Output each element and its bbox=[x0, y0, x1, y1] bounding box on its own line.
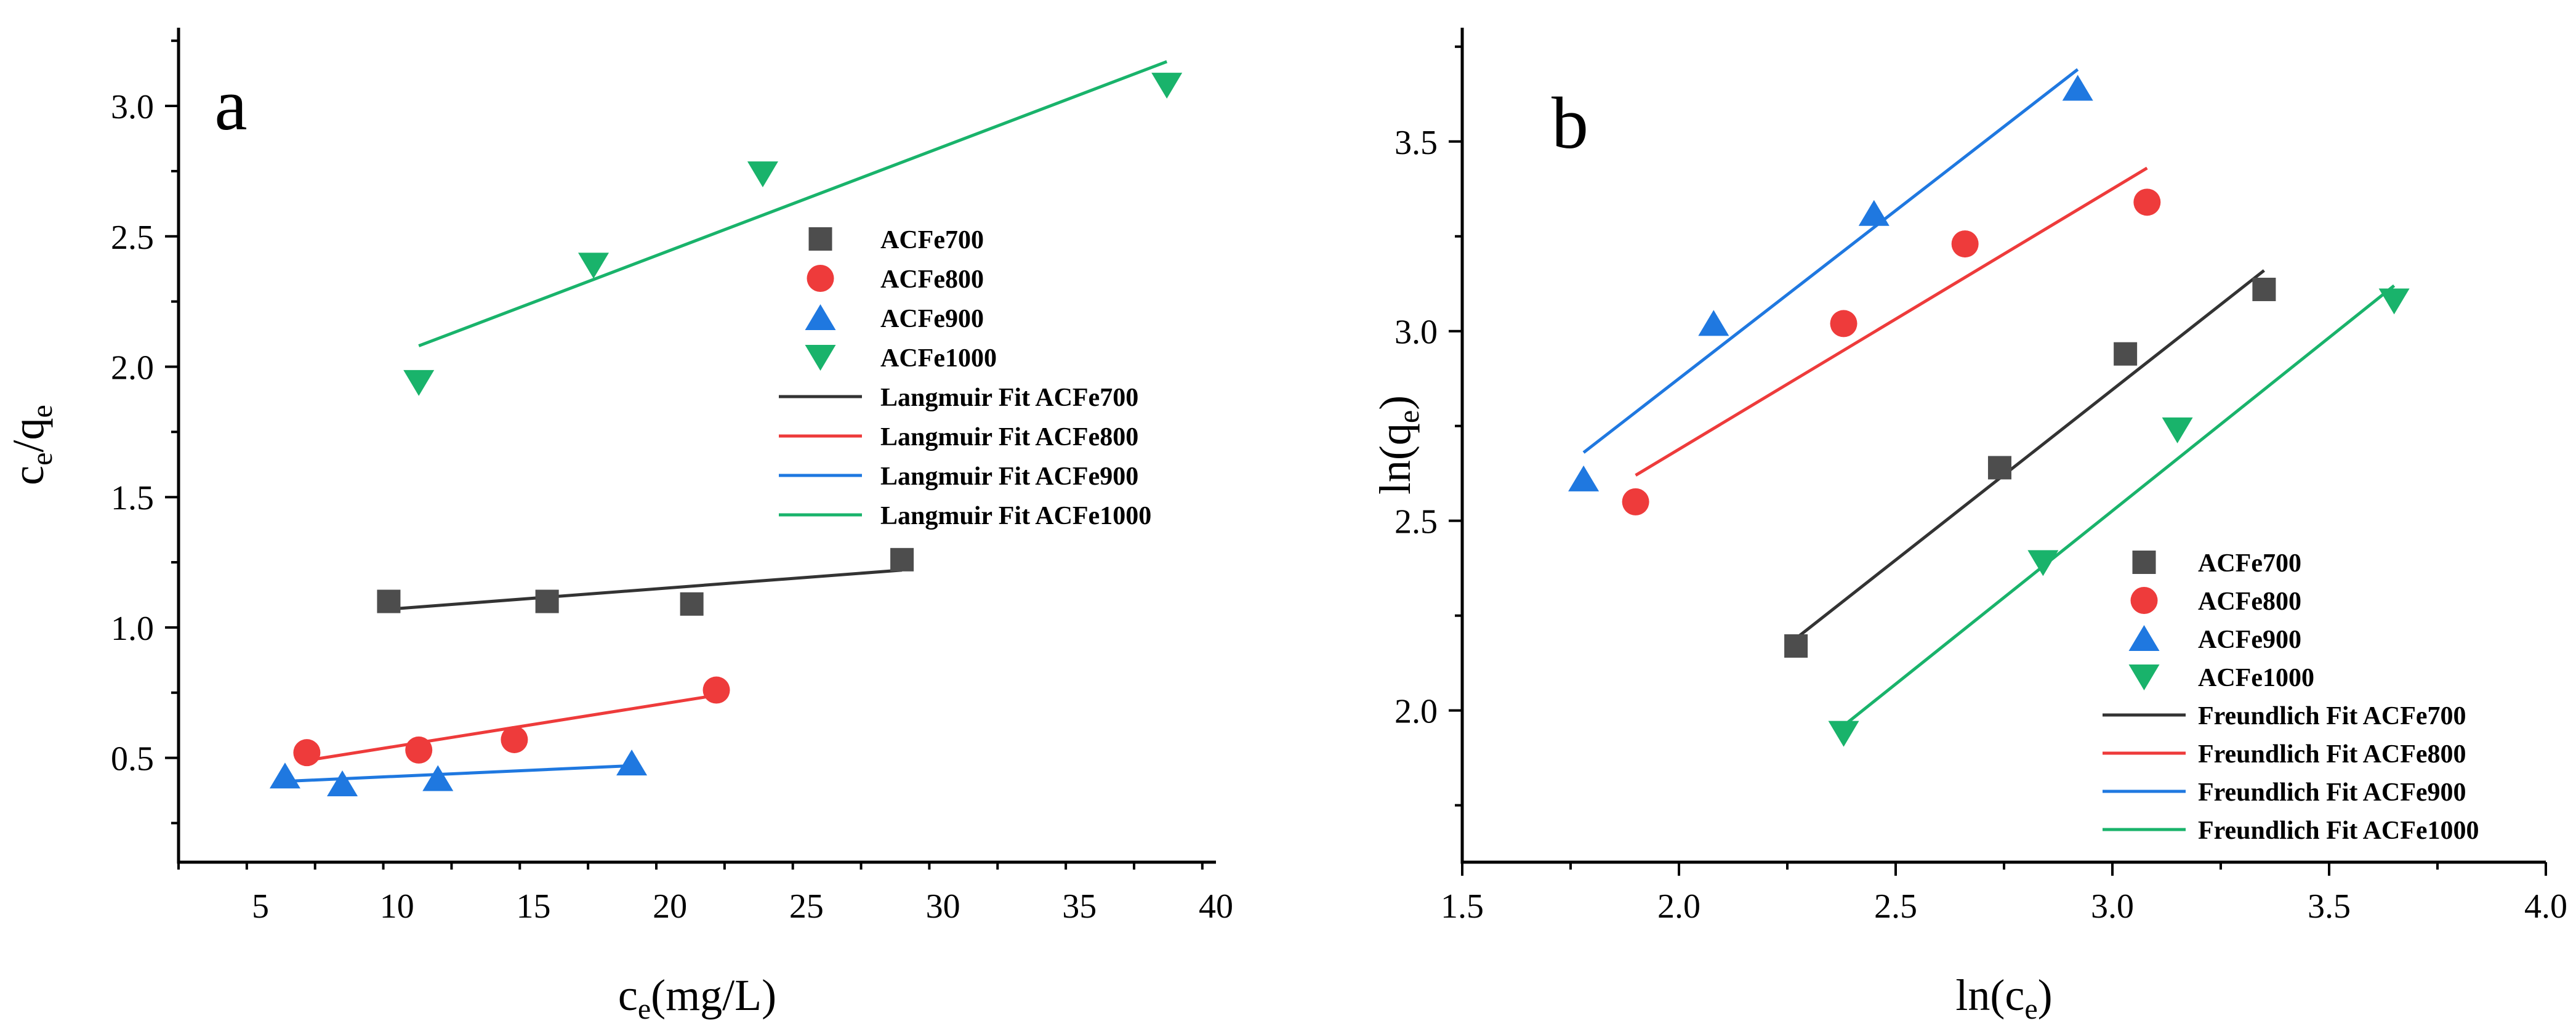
panel-a-data-point bbox=[702, 676, 730, 704]
panel-b-legend-label: Freundlich Fit ACFe800 bbox=[2198, 740, 2466, 769]
panel-a-legend-label: Langmuir Fit ACFe700 bbox=[880, 384, 1138, 412]
panel-a-legend-label: Langmuir Fit ACFe1000 bbox=[880, 502, 1151, 530]
panel-b-data-point bbox=[1858, 200, 1890, 226]
panel-a-legend-marker bbox=[805, 304, 836, 330]
panel-b-data-point bbox=[2252, 277, 2276, 301]
panel-b-data-point bbox=[2114, 342, 2138, 366]
panel-b-legend-label: Freundlich Fit ACFe700 bbox=[2198, 702, 2466, 730]
panel-b-legend-marker bbox=[2128, 664, 2160, 690]
panel-b-label: b bbox=[1552, 82, 1588, 164]
panel-b-data-point bbox=[1830, 310, 1858, 337]
panel-a-y-tick-label: 2.0 bbox=[111, 349, 154, 387]
panel-a-legend-label: ACFe1000 bbox=[880, 344, 997, 373]
panel-a-x-tick-label: 25 bbox=[789, 887, 824, 926]
panel-a-y-tick-label: 0.5 bbox=[111, 740, 154, 778]
panel-a-x-tick-label: 35 bbox=[1062, 887, 1097, 926]
panel-b-legend-label: Freundlich Fit ACFe900 bbox=[2198, 778, 2466, 807]
panel-b-x-tick-label: 1.5 bbox=[1441, 887, 1484, 926]
panel-b-legend: ACFe700 ACFe800 ACFe900 ACFe1000 Freundlich … bbox=[2103, 549, 2479, 845]
panel-b-data-point bbox=[2378, 288, 2410, 315]
panel-b-legend-label: Freundlich Fit ACFe1000 bbox=[2198, 817, 2479, 845]
panel-b-fit-line bbox=[1842, 284, 2396, 727]
panel-b-legend-label: ACFe700 bbox=[2198, 549, 2301, 578]
panel-a-data-point bbox=[616, 749, 648, 776]
panel-a-data-point bbox=[535, 589, 559, 613]
panel-a-x-axis-label: ce(mg/L) bbox=[618, 971, 776, 1025]
panel-a-legend-marker bbox=[805, 345, 836, 371]
panel-a-label: a bbox=[214, 63, 247, 145]
panel-b-data-point bbox=[1622, 488, 1649, 515]
panel-b-x-tick-label: 4.0 bbox=[2524, 887, 2567, 926]
panel-b-legend-label: ACFe1000 bbox=[2198, 664, 2314, 692]
panel-a-data-point bbox=[422, 765, 454, 791]
panel-b-data-point bbox=[1951, 230, 1979, 258]
panel-a-x-tick-label: 40 bbox=[1199, 887, 1233, 926]
panel-b-y-tick-label: 3.5 bbox=[1395, 124, 1438, 162]
panel-a-fit-line bbox=[388, 568, 903, 611]
panel-b-axes bbox=[1460, 28, 2546, 864]
panel-a-x-tick-label: 5 bbox=[252, 887, 269, 926]
panel-b-y-axis-label: ln(qe) bbox=[1371, 395, 1425, 495]
panel-a-y-tick-label: 3.0 bbox=[111, 88, 154, 126]
panel-a-legend-label: ACFe900 bbox=[880, 305, 984, 333]
panel-a-data-point bbox=[403, 370, 435, 396]
panel-a-legend-label: Langmuir Fit ACFe900 bbox=[880, 462, 1138, 491]
panel-a-legend-marker bbox=[808, 227, 832, 251]
panel-a-x-tick-label: 10 bbox=[380, 887, 414, 926]
panel-b-fit-line bbox=[1635, 166, 2148, 477]
panel-a-x-tick-label: 15 bbox=[516, 887, 550, 926]
panel-b-y-tick-label: 2.0 bbox=[1395, 693, 1438, 731]
panel-a-data-point bbox=[680, 592, 704, 616]
panel-a-legend-label: Langmuir Fit ACFe800 bbox=[880, 423, 1138, 451]
panel-a: 5 10 15 20 25 30 35 40 0.5 1.0 1.5 2.0 2.5 3.0 ce(mg/L… bbox=[4, 28, 1233, 1025]
panel-a-legend-label: ACFe700 bbox=[880, 226, 984, 254]
panel-b-data-point bbox=[1698, 310, 1729, 336]
panel-b-legend-marker bbox=[2130, 587, 2158, 614]
panel-a-legend-marker bbox=[807, 265, 834, 292]
panel-a-data-point bbox=[890, 547, 914, 572]
panel-b-legend-marker bbox=[2128, 625, 2160, 651]
panel-b-x-tick-label: 3.5 bbox=[2308, 887, 2351, 926]
panel-b-legend-label: ACFe800 bbox=[2198, 588, 2301, 616]
panel-a-data-point bbox=[269, 762, 300, 789]
panel-a-data-point bbox=[327, 770, 358, 796]
panel-b-data-point bbox=[1784, 634, 1808, 658]
panel-b-x-tick-label: 3.0 bbox=[2091, 887, 2134, 926]
panel-b-data-point bbox=[1987, 456, 2011, 480]
panel-a-data-point bbox=[578, 252, 609, 279]
panel-b-fit-line bbox=[1582, 68, 2079, 454]
panel-a-fit-line bbox=[418, 60, 1168, 347]
panel-b-x-axis-label: ln(ce) bbox=[1955, 971, 2052, 1025]
panel-a-x-tick-label: 20 bbox=[653, 887, 687, 926]
panel-b-x-tick-label: 2.5 bbox=[1874, 887, 1917, 926]
panel-b-x-tick-label: 2.0 bbox=[1657, 887, 1701, 926]
panel-b-y-tick-label: 2.5 bbox=[1395, 503, 1438, 541]
panel-b-data-point bbox=[2133, 188, 2161, 216]
panel-a-legend-label: ACFe800 bbox=[880, 265, 984, 294]
panel-a-data-point bbox=[747, 161, 778, 188]
panel-b-data-point bbox=[1828, 721, 1859, 747]
panel-a-data-point bbox=[293, 739, 321, 767]
panel-a-y-axis-label: ce/qe bbox=[4, 405, 58, 485]
panel-b-data-point bbox=[2162, 417, 2193, 443]
panel-b-y-tick-label: 3.0 bbox=[1395, 313, 1438, 352]
panel-a-fit-line bbox=[284, 764, 632, 783]
panel-a-y-tick-label: 1.5 bbox=[111, 479, 154, 517]
panel-a-x-tick-label: 30 bbox=[926, 887, 960, 926]
panel-b-fit-line bbox=[1795, 269, 2265, 640]
panel-a-data-point bbox=[1151, 73, 1183, 99]
panel-a-data-point bbox=[405, 736, 433, 764]
panel-a-legend: ACFe700 ACFe800 ACFe900 ACFe1000 Langmuir Fi… bbox=[779, 226, 1151, 530]
panel-b-legend-label: ACFe900 bbox=[2198, 626, 2301, 654]
panel-b-data-point bbox=[2062, 75, 2093, 101]
panel-b: 1.5 2.0 2.5 3.0 3.5 4.0 2.0 2.5 3.0 3.5 ln(ce) ln(q… bbox=[1371, 28, 2567, 1025]
panel-a-data-point bbox=[377, 589, 401, 613]
panel-a-y-tick-label: 1.0 bbox=[111, 610, 154, 648]
panel-b-data-point bbox=[2027, 550, 2059, 576]
panel-a-data-point bbox=[501, 725, 528, 753]
panel-b-data-point bbox=[1568, 465, 1600, 491]
panel-a-y-tick-label: 2.5 bbox=[111, 219, 154, 257]
panel-b-legend-marker bbox=[2132, 551, 2156, 574]
